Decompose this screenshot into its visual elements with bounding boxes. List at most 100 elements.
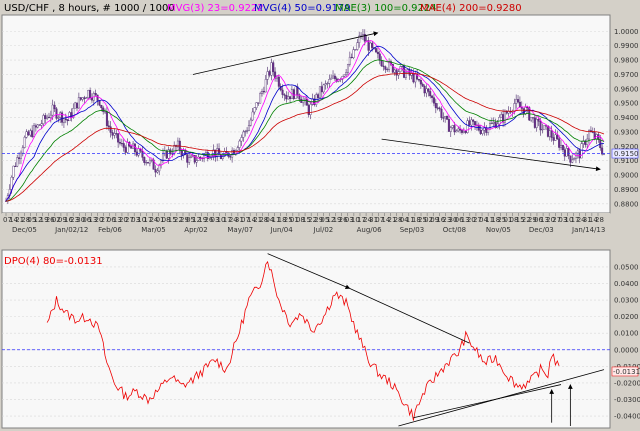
date-tick-label: 19 (40, 216, 49, 224)
candle-body (197, 156, 200, 161)
candle-body (474, 121, 477, 126)
candle-body (59, 112, 62, 118)
candle-body (55, 108, 58, 119)
candle-body (206, 152, 209, 159)
candle-body (34, 125, 37, 128)
date-tick-label: 16 (436, 216, 445, 224)
candle-body (126, 141, 129, 153)
date-tick-label: 07 (3, 216, 12, 224)
candle-body (259, 93, 262, 104)
candle-body (83, 97, 86, 99)
candle-body (33, 125, 36, 137)
candle-body (468, 120, 471, 126)
date-tick-label: 13 (113, 216, 122, 224)
candle-body (120, 143, 123, 145)
date-tick-label: 27 (473, 216, 482, 224)
candle-body (29, 130, 32, 136)
candle-body (154, 169, 157, 173)
dpo-series-line (46, 260, 560, 421)
candle-body (505, 111, 508, 114)
candle-body (541, 129, 544, 131)
date-tick-label: 12 (326, 216, 335, 224)
candle-body (266, 71, 269, 80)
candle-body (565, 148, 568, 157)
candle-body (160, 160, 163, 166)
month-label: Oct/08 (443, 226, 466, 234)
candle-body (375, 48, 378, 53)
candle-body (118, 142, 121, 144)
candle-body (444, 116, 447, 119)
candle-body (57, 117, 60, 119)
price-tick-label: 0.9400 (614, 114, 639, 122)
candle-body (548, 130, 551, 137)
candle-body (408, 69, 411, 76)
candle-body (137, 148, 140, 156)
date-tick-label: 13 (461, 216, 470, 224)
date-tick-label: 31 (369, 216, 378, 224)
candle-body (102, 107, 105, 112)
candle-body (72, 108, 75, 118)
date-tick-label: 14 (589, 216, 598, 224)
candle-body (535, 119, 538, 128)
candle-body (380, 60, 383, 67)
price-tick-label: 0.9900 (614, 42, 639, 50)
candle-body (25, 131, 28, 138)
candle-body (255, 102, 258, 108)
current-price-label: 0.9150 (614, 150, 639, 158)
candle-body (244, 131, 247, 133)
date-tick-label: 01 (503, 216, 512, 224)
date-tick-label: 11 (406, 216, 415, 224)
month-label: Dec/05 (12, 226, 37, 234)
candle-body (333, 75, 336, 79)
candle-body (515, 99, 518, 104)
candle-body (580, 143, 583, 159)
candle-body (61, 112, 64, 123)
candle-body (87, 90, 90, 99)
month-label: Jan/02/12 (54, 226, 88, 234)
candle-body (238, 140, 241, 148)
candle-body (74, 102, 77, 109)
date-tick-label: 26 (339, 216, 348, 224)
candle-body (246, 130, 249, 132)
candle-body (147, 162, 150, 164)
candle-body (81, 97, 84, 100)
date-tick-label: 19 (198, 216, 207, 224)
candle-body (494, 121, 497, 129)
price-tick-label: 1.0000 (614, 28, 639, 36)
date-tick-label: 08 (296, 216, 305, 224)
candle-body (31, 130, 34, 137)
candle-body (434, 103, 437, 109)
candle-body (346, 64, 349, 73)
date-tick-label: 22 (308, 216, 317, 224)
candle-body (438, 107, 441, 110)
dpo-tick-label: -0.0300 (614, 396, 640, 404)
candle-body (591, 131, 594, 133)
dpo-panel (1, 249, 611, 429)
date-tick-label: 30 (449, 216, 458, 224)
date-tick-label: 20 (119, 216, 128, 224)
price-tick-label: 0.9000 (614, 172, 639, 180)
candle-body (98, 100, 101, 106)
candle-body (569, 155, 572, 163)
candle-body (393, 69, 396, 73)
date-tick-label: 23 (442, 216, 451, 224)
candle-body (328, 79, 331, 84)
candle-body (350, 56, 353, 58)
price-chart-title: USD/CHF , 8 hours, # 1000 / 1000 (4, 3, 175, 14)
dpo-tick-label: 0.0000 (614, 346, 639, 354)
date-tick-label: 29 (314, 216, 323, 224)
date-tick-label: 02 (424, 216, 433, 224)
price-tick-label: 0.9600 (614, 85, 639, 93)
price-grid (2, 31, 610, 205)
candle-body (517, 99, 520, 103)
candle-body (363, 34, 366, 42)
candle-body (294, 86, 297, 99)
price-tick-label: 0.9200 (614, 143, 639, 151)
date-tick-label: 13 (88, 216, 97, 224)
candle-body (449, 127, 452, 132)
candle-body (40, 123, 43, 126)
candle-body (556, 134, 559, 139)
candle-body (376, 51, 379, 55)
candle-body (240, 137, 243, 142)
candle-body (186, 154, 189, 163)
